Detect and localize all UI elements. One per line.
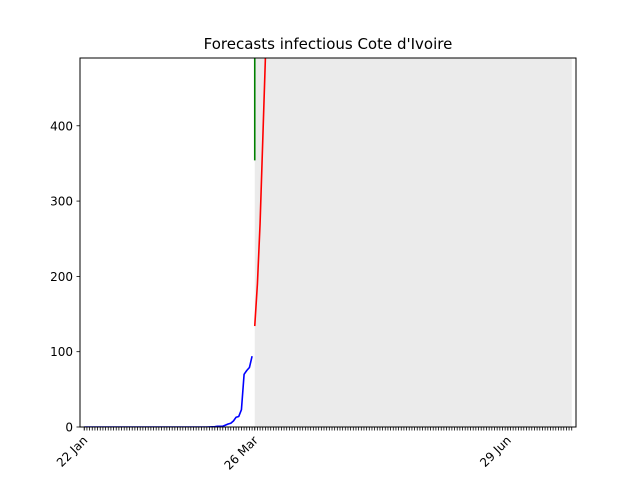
forecast-line — [253, 58, 267, 327]
forecast-region — [254, 58, 572, 427]
chart-title: Forecasts infectious Cote d'Ivoire — [204, 35, 453, 53]
y-tick-label: 100 — [50, 345, 73, 359]
y-tick-label: 200 — [50, 270, 73, 284]
axes-frame — [79, 57, 577, 428]
observed-line — [84, 356, 253, 427]
series-group — [84, 58, 267, 427]
y-tick-label: 400 — [50, 119, 73, 133]
y-tick-label: 300 — [50, 195, 73, 209]
y-tick-label: 0 — [65, 421, 73, 435]
